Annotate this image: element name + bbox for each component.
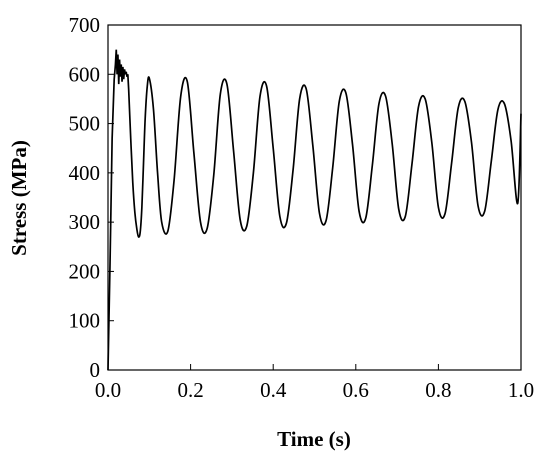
- y-tick-label: 300: [69, 210, 101, 234]
- x-axis-ticks: 0.0 0.2 0.4 0.6 0.8 1.0: [95, 364, 534, 402]
- y-tick-label: 0: [90, 358, 101, 382]
- x-tick-label: 0.8: [425, 378, 451, 402]
- x-tick-label: 0.6: [343, 378, 369, 402]
- y-tick-label: 100: [69, 309, 101, 333]
- stress-series-line: [107, 49, 522, 371]
- x-axis-title: Time (s): [277, 427, 351, 451]
- y-tick-label: 500: [69, 112, 101, 136]
- x-tick-label: 0.2: [177, 378, 203, 402]
- x-tick-label: 0.4: [260, 378, 287, 402]
- y-tick-label: 400: [69, 161, 101, 185]
- x-tick-label: 1.0: [508, 378, 534, 402]
- plot-frame: [107, 24, 522, 371]
- y-tick-label: 600: [69, 62, 101, 86]
- y-tick-label: 200: [69, 259, 101, 283]
- y-axis-ticks: 0 100 200 300 400 500 600 700: [69, 13, 114, 382]
- y-tick-label: 700: [69, 13, 101, 37]
- y-axis-title: Stress (MPa): [7, 140, 31, 256]
- x-tick-label: 0.0: [95, 378, 121, 402]
